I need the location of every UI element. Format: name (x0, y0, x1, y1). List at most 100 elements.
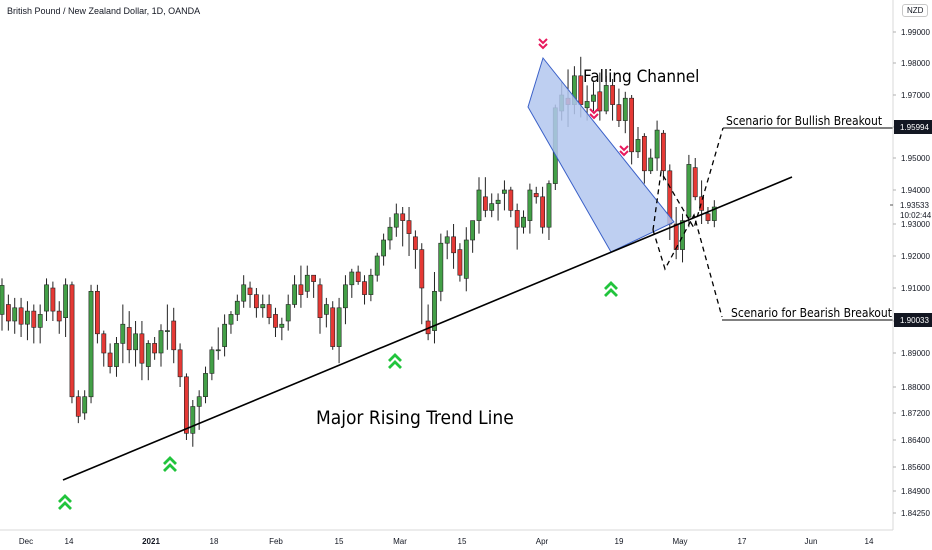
current-price-label: 1.93533 (900, 201, 929, 210)
candle-body (184, 376, 189, 434)
price-tick-label: 1.99000 (901, 28, 930, 37)
candle-body (222, 323, 227, 347)
price-tick-label: 1.93000 (901, 220, 930, 229)
top-arrow-icon (589, 108, 599, 120)
candle-body (419, 249, 425, 289)
time-tick-label: Jun (805, 537, 818, 546)
support-arrow-icon (163, 456, 177, 472)
time-tick-label: May (672, 537, 687, 546)
candle-body (323, 304, 329, 315)
chevron-stroke (619, 145, 629, 152)
candle-body (285, 304, 291, 322)
candle-body (673, 223, 679, 250)
candle-body (171, 320, 177, 351)
candle-body (330, 307, 336, 347)
candle-body (342, 284, 348, 309)
candle-body (489, 203, 495, 211)
time-tick-label: 19 (615, 537, 624, 546)
candle-body (546, 183, 552, 228)
candle-body (75, 396, 81, 417)
candle-body (190, 406, 196, 434)
top-arrow-icon (619, 145, 629, 157)
time-tick-label: Dec (19, 537, 33, 546)
candle-body (381, 239, 386, 257)
candle-body (69, 284, 75, 398)
price-tick-label: 1.89000 (901, 349, 930, 358)
price-box-bg (894, 313, 932, 327)
rising-trend-line (62, 176, 793, 481)
candle-body (610, 85, 615, 105)
top-arrow-icon (538, 38, 548, 50)
candle-body (521, 216, 526, 228)
candle-body (177, 349, 183, 378)
time-tick-label: 14 (865, 537, 874, 546)
price-tick-label: 1.97000 (901, 91, 930, 100)
candle-body (654, 129, 660, 159)
countdown-label: 10:02:44 (900, 211, 932, 220)
candle-body (451, 236, 456, 254)
price-tick-label: 1.88000 (901, 383, 930, 392)
support-arrow-icon (58, 494, 72, 510)
candle-body (37, 314, 43, 328)
candle-body (527, 189, 533, 221)
chevron-stroke (538, 38, 548, 45)
candle-body (540, 196, 545, 228)
time-tick-label: 15 (458, 537, 467, 546)
candle-body (101, 333, 107, 354)
bullish-level-price-box: 1.95994 (894, 120, 932, 134)
candle-body (692, 167, 698, 198)
chevron-stroke (388, 360, 402, 369)
candle-body (273, 314, 278, 328)
candle-body (432, 290, 437, 331)
candle-body (31, 310, 37, 328)
candle-body (215, 349, 221, 352)
chevron-stroke (604, 281, 618, 290)
candle-body (126, 327, 132, 351)
currency-badge[interactable]: NZD (902, 4, 929, 17)
falling-channel (527, 56, 675, 253)
candle-body (482, 196, 488, 211)
price-tick-label: 1.91000 (901, 284, 930, 293)
price-axis: 1.990001.980001.970001.960001.950001.940… (890, 0, 932, 530)
time-tick-label: 17 (738, 537, 747, 546)
candle-body (660, 132, 666, 172)
candle-body (514, 210, 520, 228)
candle-body (495, 199, 501, 204)
candle-body (63, 284, 68, 318)
chevron-stroke (58, 501, 72, 510)
candle-body (133, 333, 138, 351)
bearish-level-price-box: 1.90033 (894, 313, 932, 327)
candle-body (584, 101, 590, 109)
candle-body (508, 189, 514, 211)
time-tick-label: Mar (393, 537, 407, 546)
bullish-scenario-path (652, 127, 724, 231)
candle-body (317, 284, 323, 318)
bearish-scenario-path (652, 213, 723, 318)
candle-body (145, 343, 151, 367)
candle-body (44, 284, 49, 312)
candle-body (311, 274, 316, 282)
price-tick-label: 1.95000 (901, 154, 930, 163)
candle-body (279, 323, 285, 328)
candle-body (400, 213, 406, 221)
chevron-stroke (538, 43, 548, 50)
candle-body (711, 206, 717, 221)
time-tick-label: 18 (210, 537, 219, 546)
candle-body (196, 396, 202, 407)
candle-body (616, 104, 622, 121)
candle-body (635, 139, 641, 153)
falling-channel-label: Falling Channel (583, 67, 699, 87)
candle-body (266, 304, 272, 318)
candle-body (362, 281, 367, 295)
candles-layer (0, 56, 717, 447)
candle-body (158, 330, 164, 354)
chart-title: British Pound / New Zealand Dollar, 1D, … (7, 6, 201, 16)
time-axis: Dec 14 2021 18 Feb 15 Mar 15 Apr 19 May 17 Jun 14 (0, 529, 893, 546)
support-arrow-icon (604, 281, 618, 297)
bearish-scenario-label: Scenario for Bearish Breakout (731, 306, 892, 320)
candle-body (355, 271, 361, 282)
chevron-stroke (604, 288, 618, 297)
chevron-stroke (388, 353, 402, 362)
candle-body (476, 189, 482, 221)
